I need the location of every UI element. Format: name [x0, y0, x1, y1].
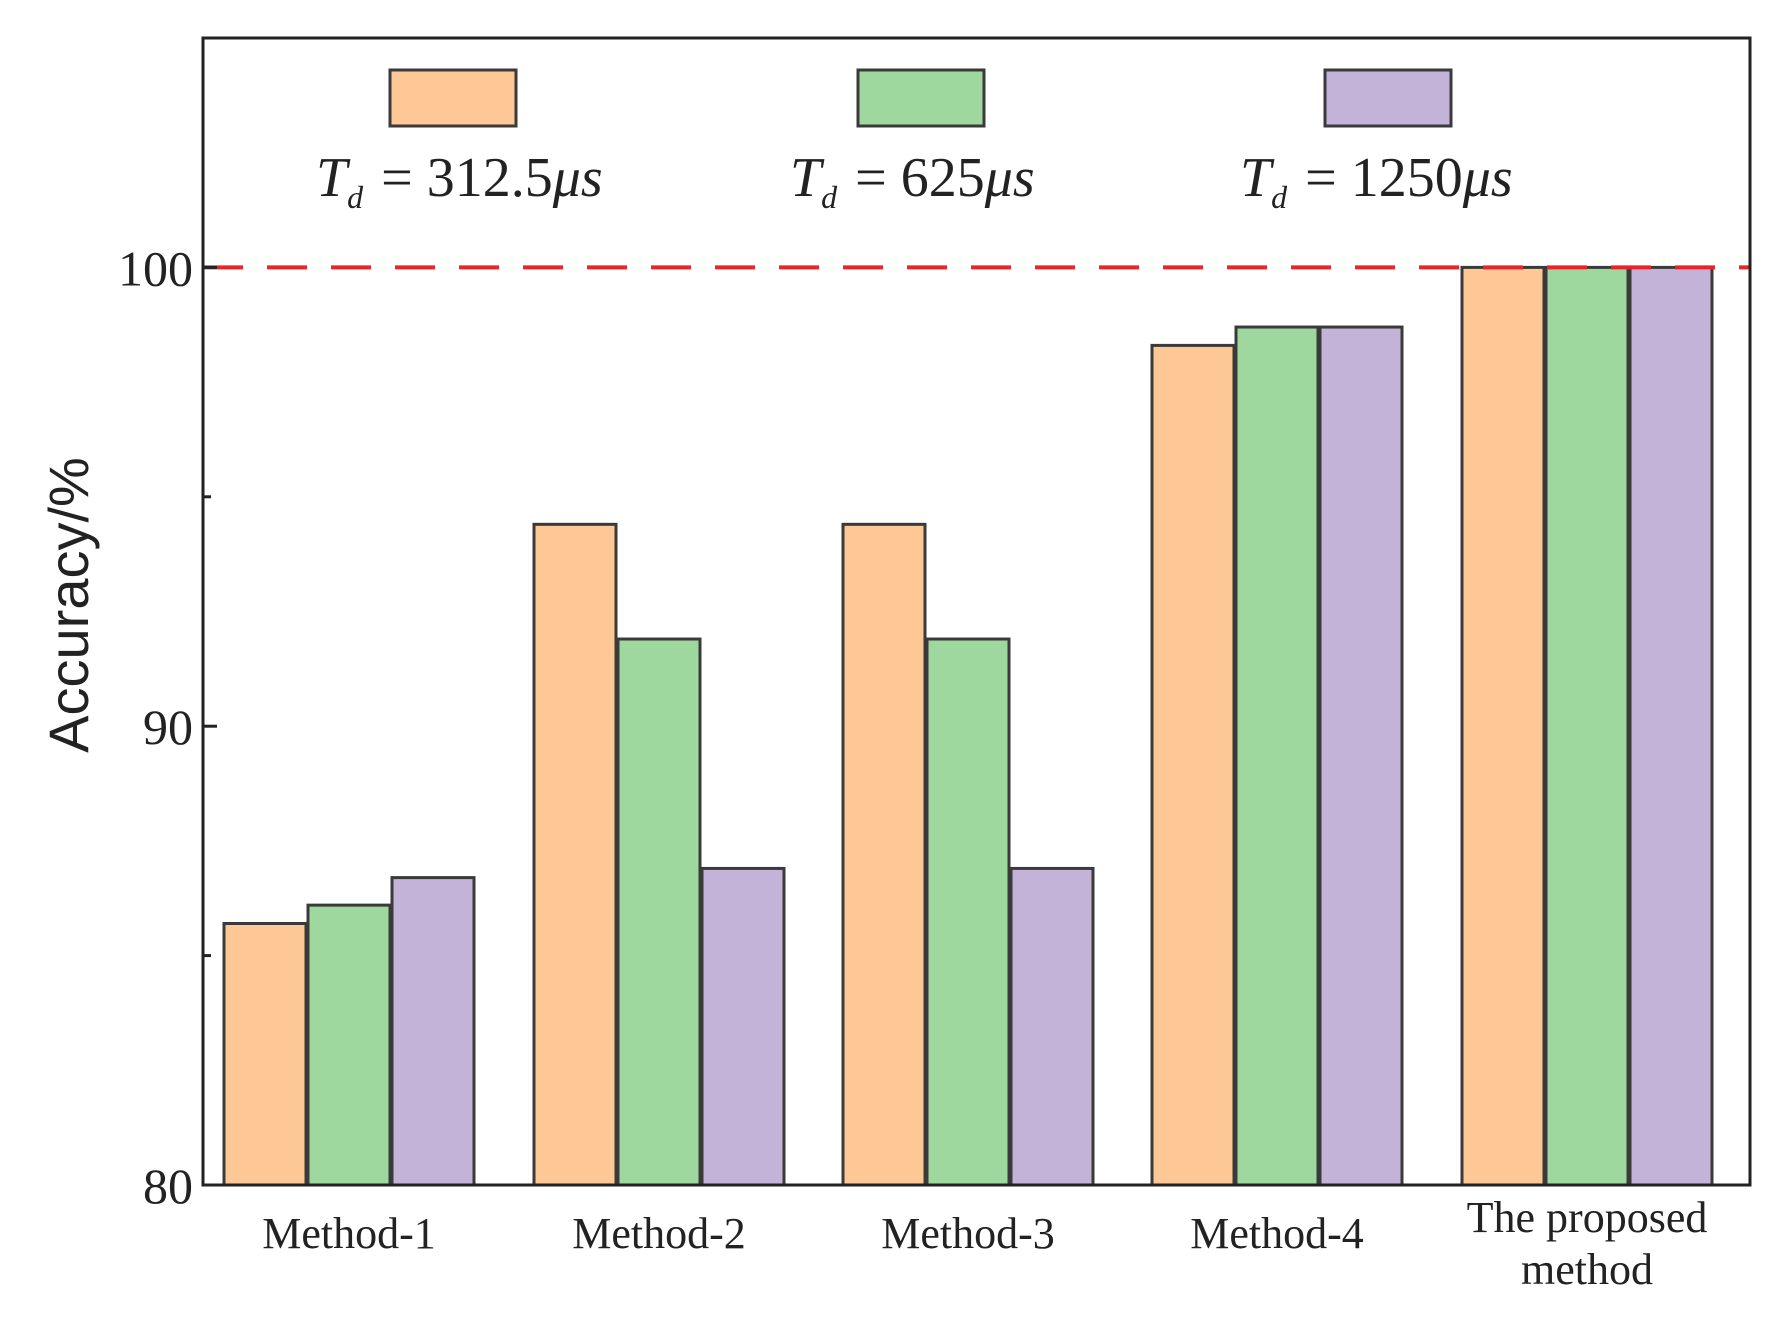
legend: Td = 312.5μs Td = 625μs Td = 1250μs [316, 68, 1513, 215]
axes-layer: 80 90 100 Method-1 Method-2 Method-3 Method-4 T… [118, 36, 1752, 1294]
legend-swatch-3 [1323, 68, 1453, 128]
bar-series-1-category-5 [1460, 265, 1546, 1187]
legend-label-2: Td = 625μs [790, 147, 1035, 215]
bar-series-1-category-1 [222, 921, 308, 1187]
x-category-label-2: Method-2 [572, 1209, 746, 1258]
bars-layer [222, 265, 1714, 1187]
bar-series-1-category-2 [532, 522, 618, 1187]
bar-series-2-category-3 [925, 637, 1011, 1187]
bar-series-3-category-1 [390, 876, 476, 1187]
bar-series-2-category-4 [1234, 325, 1320, 1187]
x-category-label-5: The proposed method [1467, 1193, 1708, 1294]
x-category-label-3: Method-3 [881, 1209, 1055, 1258]
bar-series-3-category-5 [1628, 265, 1714, 1187]
bar-series-2-category-2 [616, 637, 702, 1187]
x-category-label-1: Method-1 [262, 1209, 436, 1258]
bar-series-3-category-4 [1318, 325, 1404, 1187]
bar-series-3-category-3 [1009, 866, 1095, 1187]
plot-frame [201, 36, 1752, 1187]
y-axis-title: Accuracy/% [37, 457, 100, 753]
bar-series-1-category-4 [1150, 343, 1236, 1187]
x-category-label-4: Method-4 [1190, 1209, 1364, 1258]
legend-label-3: Td = 1250μs [1240, 147, 1513, 215]
bar-series-2-category-1 [306, 903, 392, 1187]
y-tick-label-100: 100 [118, 240, 193, 296]
bar-series-1-category-3 [841, 522, 927, 1187]
legend-swatch-1 [388, 68, 518, 128]
legend-label-1: Td = 312.5μs [316, 147, 603, 215]
legend-swatch-2 [856, 68, 986, 128]
bar-series-3-category-2 [700, 866, 786, 1187]
bar-series-2-category-5 [1544, 265, 1630, 1187]
y-tick-label-90: 90 [143, 699, 193, 755]
y-tick-label-80: 80 [143, 1158, 193, 1214]
